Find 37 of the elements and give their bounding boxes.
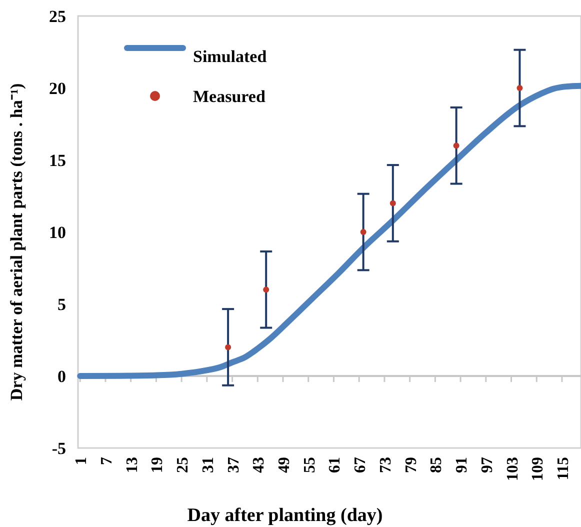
x-tick-label: 7 <box>98 457 116 465</box>
x-tick-label: 1 <box>73 457 90 465</box>
x-tick-label: 91 <box>454 457 471 473</box>
x-tick-label: 103 <box>504 457 522 481</box>
legend-label: Simulated <box>193 47 268 66</box>
point <box>360 229 366 235</box>
y-tick-label: -5 <box>52 439 66 458</box>
x-tick-label: 85 <box>428 457 446 473</box>
legend-label: Measured <box>193 87 266 106</box>
x-tick-label: 37 <box>225 457 242 473</box>
x-tick-label: 67 <box>352 457 370 473</box>
point <box>453 142 460 149</box>
point <box>225 344 232 350</box>
x-tick-label: 13 <box>124 457 141 473</box>
x-tick-label: 73 <box>377 457 394 473</box>
x-tick-label: 19 <box>149 457 166 473</box>
y-tick-label: 15 <box>49 151 66 170</box>
x-tick-label: 61 <box>326 457 344 473</box>
y-tick-label: 25 <box>49 7 66 26</box>
point <box>516 85 523 91</box>
x-tick-label: 49 <box>276 457 294 473</box>
x-tick-label: 31 <box>200 457 217 473</box>
y-tick-label: 0 <box>58 367 66 386</box>
x-tick-label: 55 <box>301 457 318 473</box>
x-tick-label: 109 <box>530 457 547 481</box>
x-tick-label: 79 <box>402 457 420 473</box>
x-tick-label: 115 <box>554 457 572 480</box>
y-axis-title: Dry matter of aerial plant parts (tons . ha⁻¹) <box>7 83 26 401</box>
y-tick-label: 10 <box>49 223 66 242</box>
x-axis-title: Day after planting (day) <box>187 505 383 526</box>
y-tick-label: 20 <box>49 79 66 98</box>
x-tick-label: 97 <box>478 457 496 473</box>
y-tick-label: 5 <box>58 295 66 314</box>
x-tick-label: 25 <box>174 457 192 473</box>
point <box>263 286 270 293</box>
x-tick-label: 43 <box>250 457 268 473</box>
point <box>390 200 396 206</box>
